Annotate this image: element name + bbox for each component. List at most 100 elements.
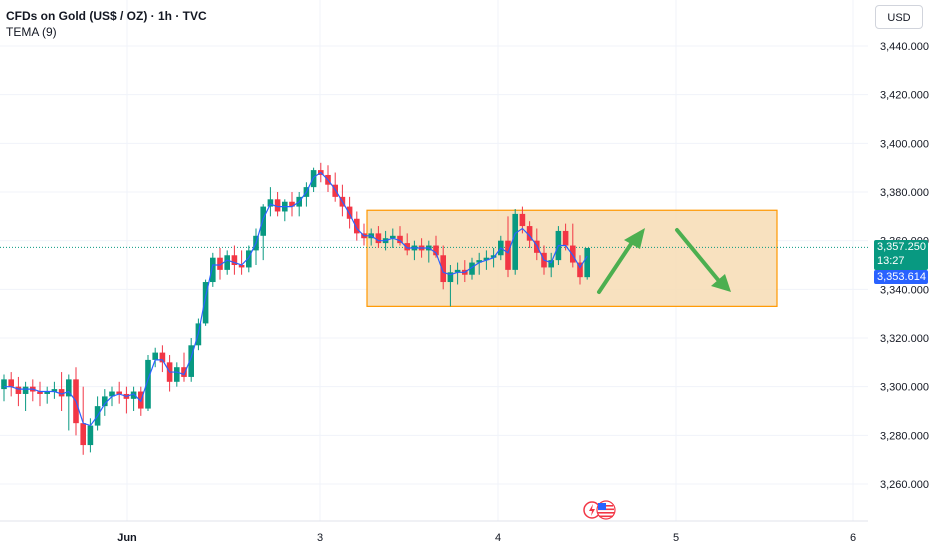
- candle[interactable]: [159, 345, 166, 373]
- candle[interactable]: [577, 255, 583, 285]
- candle[interactable]: [274, 192, 281, 217]
- candle[interactable]: [339, 184, 346, 217]
- candle[interactable]: [505, 216, 511, 278]
- candle[interactable]: [80, 386, 86, 455]
- candle[interactable]: [310, 167, 317, 192]
- candle[interactable]: [238, 250, 245, 275]
- candle[interactable]: [15, 376, 22, 407]
- candle[interactable]: [296, 192, 302, 217]
- candle[interactable]: [1, 374, 7, 402]
- down-arrow-drawing[interactable]: [675, 228, 731, 292]
- price-tick-label: 3,260.000: [880, 479, 929, 491]
- candle[interactable]: [123, 386, 130, 414]
- candle[interactable]: [454, 262, 461, 285]
- candle[interactable]: [231, 245, 238, 275]
- candle[interactable]: [404, 233, 410, 256]
- candle-body: [188, 345, 194, 377]
- candle[interactable]: [289, 192, 295, 217]
- candle-body: [260, 206, 266, 236]
- candle[interactable]: [116, 381, 122, 404]
- candle[interactable]: [210, 252, 216, 287]
- candle-body: [433, 245, 439, 256]
- candle[interactable]: [447, 265, 454, 307]
- candle[interactable]: [570, 223, 576, 268]
- price-tick-label: 3,380.000: [880, 187, 929, 199]
- bar-countdown: 13:27: [877, 255, 905, 267]
- candle-body: [130, 391, 137, 399]
- candle[interactable]: [51, 381, 58, 399]
- candle[interactable]: [440, 245, 446, 290]
- candle-body: [152, 352, 158, 360]
- candle[interactable]: [512, 209, 518, 275]
- price-tick-label: 3,320.000: [880, 333, 929, 345]
- candle[interactable]: [476, 252, 482, 275]
- candle[interactable]: [217, 247, 223, 280]
- candle[interactable]: [58, 372, 65, 411]
- candle[interactable]: [548, 252, 554, 278]
- candle[interactable]: [87, 418, 94, 453]
- candle-body: [181, 367, 187, 377]
- candle[interactable]: [44, 386, 50, 404]
- chart-legend: CFDs on Gold (US$ / OZ) · 1h · TVC TEMA …: [6, 8, 207, 40]
- price-tick-label: 3,280.000: [880, 430, 929, 442]
- candle-body: [570, 245, 576, 263]
- candle[interactable]: [37, 381, 43, 407]
- candle-body: [584, 247, 590, 278]
- candle-body: [8, 379, 14, 387]
- time-tick-label: 4: [495, 532, 501, 544]
- candle-body: [447, 272, 454, 283]
- indicator-label[interactable]: TEMA (9): [6, 25, 57, 39]
- candle[interactable]: [152, 347, 158, 368]
- candle[interactable]: [397, 226, 403, 246]
- last-price-value: 3,357.250: [877, 241, 926, 253]
- candle-body: [548, 260, 554, 268]
- candle[interactable]: [202, 279, 209, 326]
- candle[interactable]: [282, 199, 288, 222]
- candle[interactable]: [224, 250, 230, 275]
- candle-body: [37, 391, 43, 394]
- candle-body: [145, 359, 151, 409]
- candle[interactable]: [130, 386, 137, 411]
- candle[interactable]: [8, 372, 14, 397]
- candle[interactable]: [246, 245, 252, 273]
- candle-body: [346, 206, 353, 219]
- tema-line: [4, 171, 588, 427]
- candle-body: [1, 379, 7, 390]
- candle-body: [267, 199, 274, 207]
- currency-button[interactable]: USD: [875, 5, 923, 29]
- candle[interactable]: [526, 221, 533, 248]
- drawing-arrows[interactable]: [597, 228, 731, 294]
- symbol-title[interactable]: CFDs on Gold (US$ / OZ) · 1h · TVC: [6, 9, 207, 23]
- candle[interactable]: [174, 362, 180, 387]
- candle[interactable]: [375, 226, 382, 248]
- candle-body: [44, 391, 50, 394]
- economic-events-icon[interactable]: [582, 499, 618, 521]
- candle[interactable]: [332, 172, 338, 202]
- candle[interactable]: [469, 257, 475, 280]
- candle-body: [116, 391, 122, 394]
- candle[interactable]: [181, 352, 187, 382]
- candle-body: [332, 184, 338, 197]
- candle[interactable]: [354, 211, 360, 241]
- candle-body: [490, 255, 497, 258]
- price-tick-label: 3,420.000: [880, 90, 929, 102]
- candle[interactable]: [166, 355, 173, 392]
- candle[interactable]: [22, 381, 29, 411]
- candle[interactable]: [102, 389, 108, 416]
- candle[interactable]: [267, 187, 274, 217]
- candle[interactable]: [346, 196, 353, 229]
- candle[interactable]: [260, 204, 266, 261]
- candle[interactable]: [66, 374, 72, 431]
- candle-body: [397, 235, 403, 244]
- candle-body: [246, 250, 252, 268]
- candle-body: [51, 389, 58, 392]
- candle[interactable]: [145, 355, 151, 411]
- time-axis: Jun 3 4 5 6: [117, 532, 856, 544]
- candle[interactable]: [584, 247, 590, 280]
- price-tick-label: 3,440.000: [880, 41, 929, 53]
- candle[interactable]: [188, 338, 194, 382]
- candle-body: [224, 255, 230, 270]
- up-arrow-drawing[interactable]: [597, 228, 645, 294]
- candle-body: [454, 269, 461, 273]
